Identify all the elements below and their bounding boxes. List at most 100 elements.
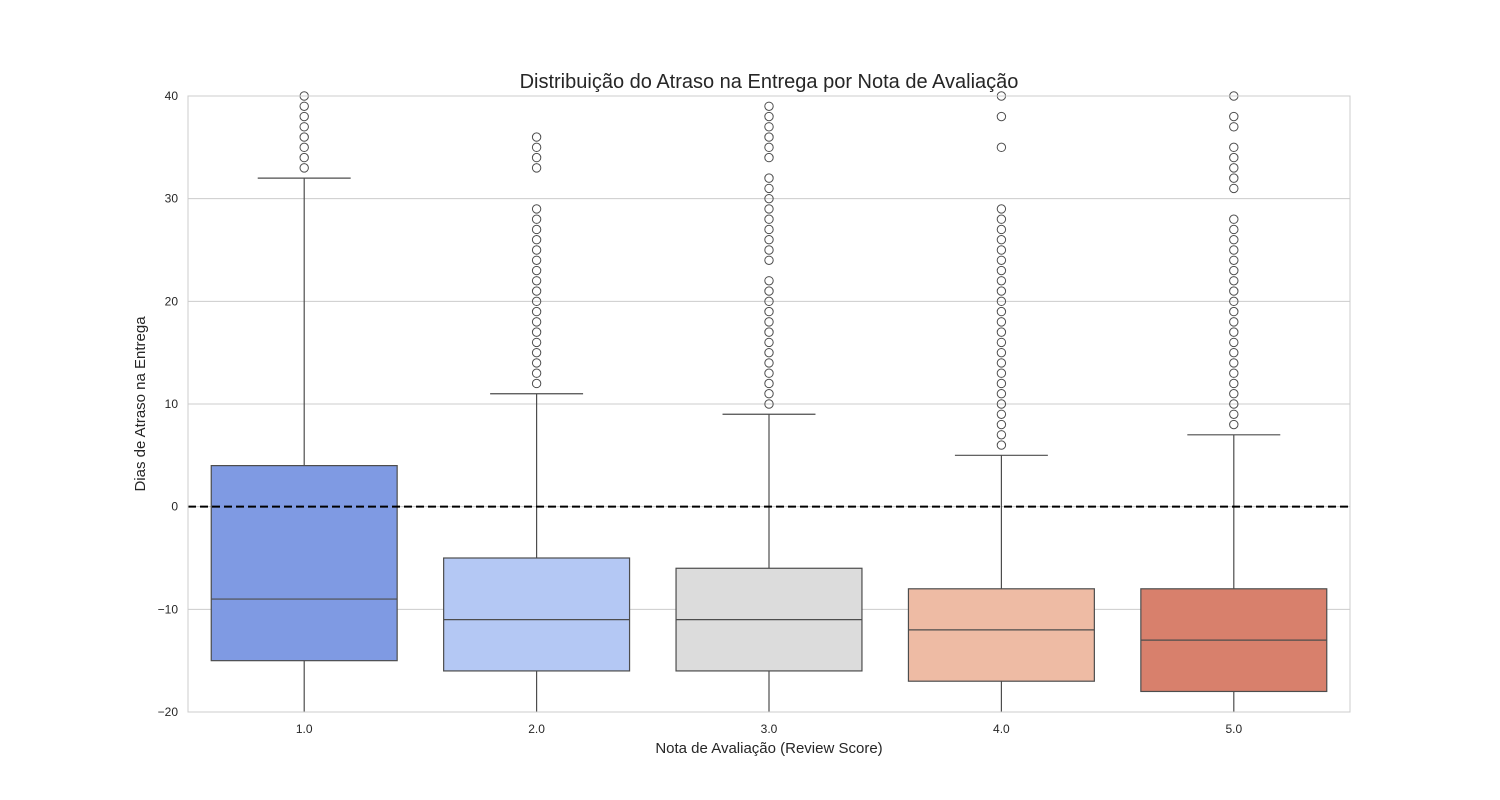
outlier-point xyxy=(531,358,542,368)
outlier-point xyxy=(764,173,774,183)
y-tick-label: 30 xyxy=(165,192,179,206)
outlier-point xyxy=(299,111,309,122)
outlier-point xyxy=(996,111,1007,122)
outlier-point xyxy=(531,368,542,378)
outlier-point xyxy=(531,327,542,337)
outlier-point xyxy=(531,276,542,286)
outlier-point xyxy=(531,204,542,214)
outlier-point xyxy=(764,214,774,224)
outlier-point xyxy=(996,317,1007,327)
outlier-point xyxy=(531,265,542,276)
outlier-point xyxy=(996,265,1007,276)
outlier-point xyxy=(1229,183,1239,194)
outlier-point xyxy=(996,440,1007,450)
outlier-point xyxy=(299,142,309,153)
outlier-point xyxy=(996,409,1007,419)
outlier-point xyxy=(1229,245,1239,255)
outlier-point xyxy=(764,132,774,142)
chart-title: Distribuição do Atraso na Entrega por No… xyxy=(520,71,1019,93)
outlier-point xyxy=(764,245,774,255)
outlier-point xyxy=(531,347,542,358)
outlier-point xyxy=(1229,276,1239,286)
outlier-point xyxy=(996,389,1007,399)
outlier-point xyxy=(531,142,542,153)
box-group-1.0 xyxy=(210,91,398,712)
outlier-point xyxy=(996,224,1007,235)
outlier-point xyxy=(1229,347,1239,358)
outlier-point xyxy=(1229,389,1239,399)
x-tick-label: 5.0 xyxy=(1225,722,1242,736)
outlier-point xyxy=(1229,337,1239,348)
y-tick-label: 10 xyxy=(165,397,179,411)
outlier-point xyxy=(996,245,1007,255)
outlier-point xyxy=(764,193,774,204)
outlier-point xyxy=(996,214,1007,224)
outlier-point xyxy=(764,204,774,214)
outlier-point xyxy=(531,214,542,224)
outlier-point xyxy=(1229,419,1239,430)
outlier-point xyxy=(1229,327,1239,337)
outlier-point xyxy=(1229,122,1239,132)
outlier-point xyxy=(1229,265,1239,276)
outlier-point xyxy=(764,101,774,111)
outlier-point xyxy=(764,111,774,122)
x-axis-label: Nota de Avaliação (Review Score) xyxy=(655,740,882,757)
outlier-point xyxy=(764,399,774,409)
box-group-2.0 xyxy=(443,132,631,712)
outlier-point xyxy=(531,337,542,348)
outlier-point xyxy=(1229,163,1239,173)
x-tick-label: 3.0 xyxy=(761,722,778,736)
y-tick-label: 20 xyxy=(165,294,179,308)
outlier-point xyxy=(996,204,1007,214)
outlier-point xyxy=(1229,235,1239,245)
outlier-point xyxy=(299,101,309,111)
outlier-point xyxy=(531,235,542,245)
box-group-5.0 xyxy=(1140,91,1328,712)
box-iqr xyxy=(210,465,398,662)
outlier-point xyxy=(1229,173,1239,183)
outlier-point xyxy=(531,296,542,307)
plot-frame xyxy=(187,95,1351,713)
y-axis-label: Dias de Atraso na Entrega xyxy=(132,316,149,492)
outlier-point xyxy=(764,347,774,358)
outlier-point xyxy=(996,358,1007,368)
outlier-point xyxy=(996,337,1007,348)
outlier-point xyxy=(764,296,774,307)
outlier-point xyxy=(1229,224,1239,235)
outlier-point xyxy=(531,306,542,317)
outlier-point xyxy=(764,142,774,153)
outlier-point xyxy=(764,327,774,337)
x-tick-label: 2.0 xyxy=(528,722,545,736)
outlier-point xyxy=(764,337,774,348)
outlier-point xyxy=(996,306,1007,317)
outlier-point xyxy=(996,430,1007,440)
outlier-point xyxy=(764,358,774,368)
outlier-point xyxy=(996,378,1007,389)
outlier-point xyxy=(531,152,542,163)
outlier-point xyxy=(764,378,774,389)
x-tick-label: 4.0 xyxy=(993,722,1010,736)
outlier-point xyxy=(531,286,542,296)
outlier-point xyxy=(996,142,1007,153)
outlier-point xyxy=(996,255,1007,265)
outlier-point xyxy=(299,163,309,173)
y-tick-label: −10 xyxy=(158,602,179,616)
outlier-point xyxy=(1229,306,1239,317)
outlier-point xyxy=(996,347,1007,358)
box-iqr xyxy=(907,588,1095,682)
outlier-point xyxy=(996,368,1007,378)
outlier-point xyxy=(764,152,774,163)
outlier-point xyxy=(531,255,542,265)
box-group-3.0 xyxy=(675,101,863,712)
outlier-point xyxy=(299,122,309,132)
outlier-point xyxy=(764,389,774,399)
outlier-point xyxy=(764,255,774,265)
outlier-point xyxy=(531,224,542,235)
x-tick-labels: 1.0 2.0 3.0 4.0 5.0 xyxy=(296,722,1243,736)
outlier-point xyxy=(764,306,774,317)
y-tick-label: 40 xyxy=(165,89,179,103)
box-group-4.0 xyxy=(907,91,1095,712)
boxes xyxy=(210,91,1328,712)
outlier-point xyxy=(764,286,774,296)
